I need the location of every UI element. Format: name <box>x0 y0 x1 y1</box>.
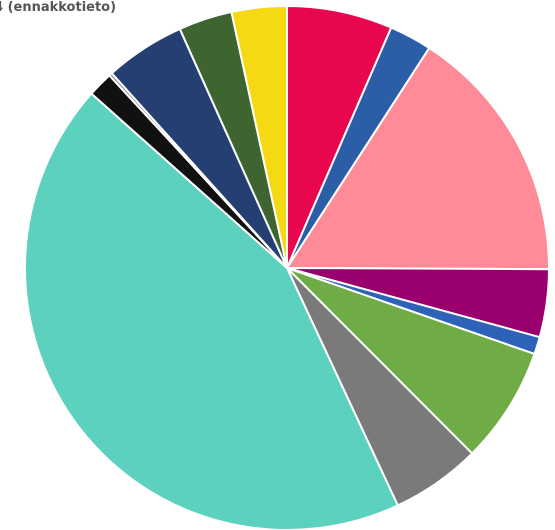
pie-slice-3 <box>286 46 551 271</box>
chart-title: 4 (ennakkotieto) <box>0 0 116 15</box>
pie-slice-13 <box>230 5 288 269</box>
pie-slices <box>24 5 551 530</box>
pie-slice-6 <box>286 267 536 455</box>
